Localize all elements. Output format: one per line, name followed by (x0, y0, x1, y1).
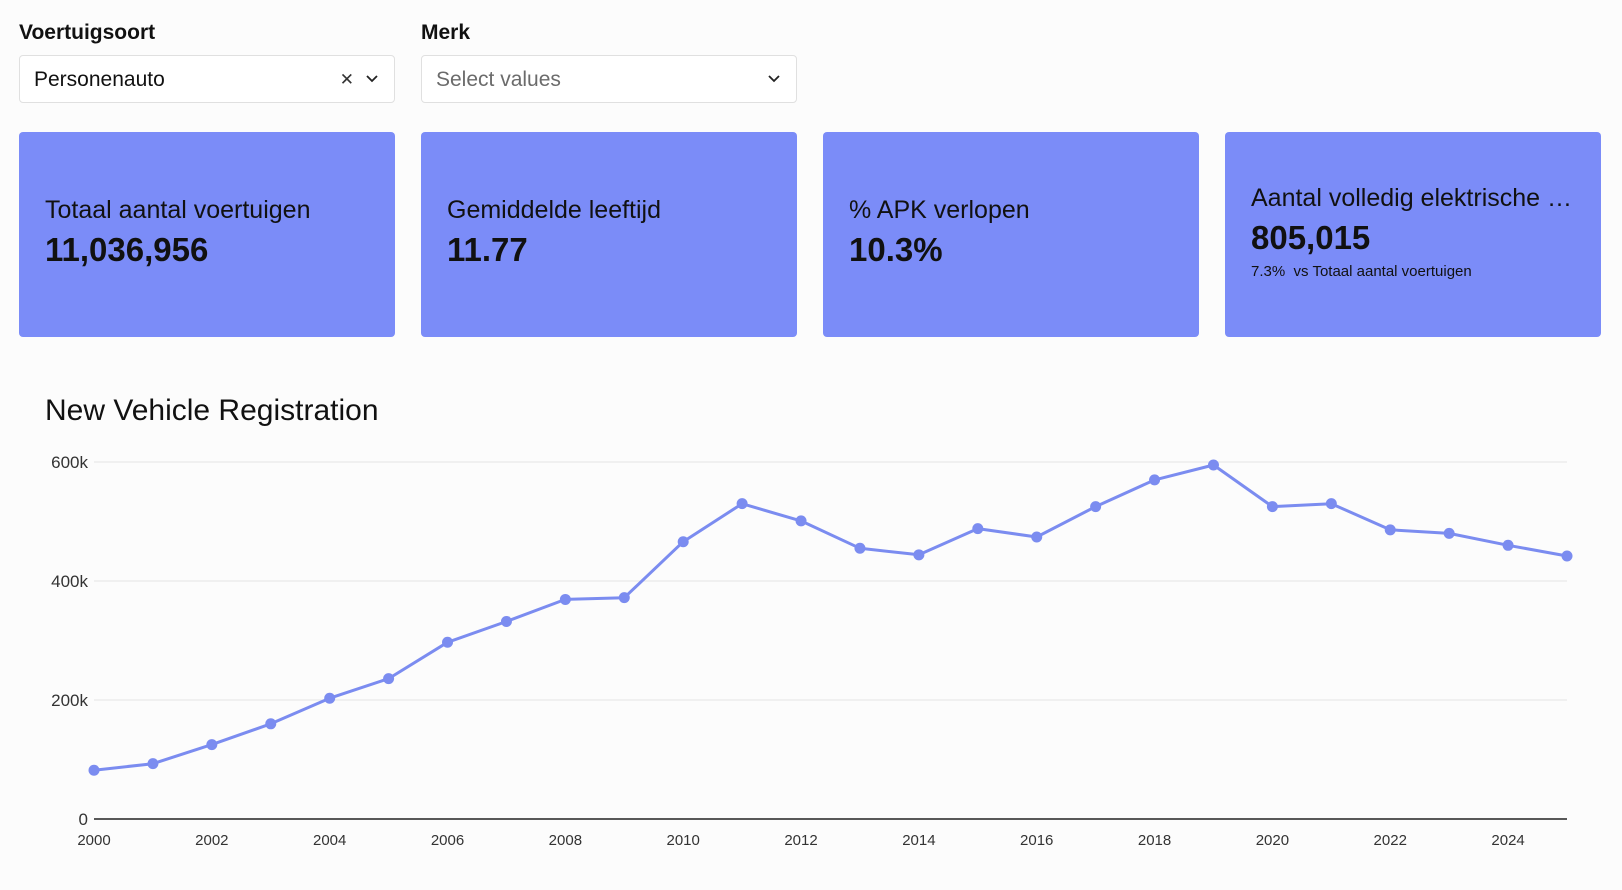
data-point (972, 523, 984, 535)
x-tick-label: 2024 (1491, 832, 1524, 849)
data-point (1384, 524, 1396, 536)
vehicle-type-select[interactable]: Personenauto ✕ (19, 55, 395, 103)
data-point (795, 515, 807, 527)
data-point (618, 592, 630, 604)
kpi-title: Totaal aantal voertuigen (45, 196, 311, 224)
kpi-title: Aantal volledig elektrische v… (1251, 184, 1585, 212)
kpi-comparison: 7.3% vs Totaal aantal voertuigen (1251, 263, 1601, 280)
data-point (265, 718, 277, 730)
x-tick-label: 2016 (1020, 832, 1053, 849)
kpi-title: Gemiddelde leeftijd (447, 196, 662, 224)
series-line (93, 463, 1568, 772)
data-point (206, 739, 218, 751)
data-point (1266, 501, 1278, 513)
vehicle-type-selected-value: Personenauto (34, 68, 165, 91)
registration-line-chart: 0 200k 400k 600k 2000 2002 2004 2006 2008 2010 201… (51, 453, 1573, 849)
data-point (383, 673, 395, 685)
data-point (736, 498, 748, 510)
data-point (324, 692, 336, 704)
data-point (147, 758, 159, 770)
data-point (1443, 527, 1455, 539)
data-point (500, 615, 512, 627)
brand-placeholder: Select values (436, 68, 561, 91)
data-point (1502, 539, 1514, 551)
data-point (913, 549, 925, 561)
data-point (1207, 459, 1219, 471)
chevron-down-icon[interactable] (366, 74, 378, 84)
data-point (1031, 531, 1043, 543)
data-point (1149, 474, 1161, 486)
data-point (677, 536, 689, 548)
brand-filter: Merk Select values (421, 18, 797, 103)
data-point (1325, 498, 1337, 510)
brand-select[interactable]: Select values (421, 55, 797, 103)
x-tick-label: 2018 (1138, 832, 1171, 849)
brand-label: Merk (421, 21, 471, 44)
x-tick-label: 2000 (77, 832, 110, 849)
vehicle-type-filter: Voertuigsoort Personenauto ✕ (19, 18, 395, 103)
x-tick-label: 2020 (1256, 832, 1289, 849)
y-tick-label: 200k (51, 691, 88, 710)
x-tick-label: 2002 (195, 832, 228, 849)
chevron-down-icon[interactable] (768, 74, 780, 84)
chart-title: New Vehicle Registration (45, 394, 379, 427)
data-point (442, 636, 454, 648)
x-tick-label: 2014 (902, 832, 935, 849)
x-tick-label: 2010 (667, 832, 700, 849)
kpi-comparison-text: vs Totaal aantal voertuigen (1293, 263, 1472, 280)
clear-icon[interactable]: ✕ (339, 70, 354, 89)
x-tick-label: 2012 (784, 832, 817, 849)
y-tick-label: 600k (51, 453, 88, 472)
data-point (559, 593, 571, 605)
data-point (88, 764, 100, 776)
kpi-title: % APK verlopen (849, 196, 1030, 224)
x-tick-label: 2008 (549, 832, 582, 849)
data-point (1090, 501, 1102, 513)
x-tick-label: 2022 (1374, 832, 1407, 849)
kpi-comparison-percent: 7.3% (1251, 263, 1286, 280)
kpi-electric-vehicles: Aantal volledig elektrische v… 805,015 7… (1225, 132, 1601, 337)
data-point (854, 542, 866, 554)
y-tick-label: 0 (79, 810, 88, 829)
kpi-value: 11,036,956 (45, 231, 209, 268)
kpi-total-vehicles: Totaal aantal voertuigen 11,036,956 (19, 132, 395, 337)
vehicle-type-label: Voertuigsoort (19, 21, 156, 44)
kpi-value: 10.3% (849, 231, 943, 268)
x-tick-label: 2004 (313, 832, 346, 849)
y-tick-label: 400k (51, 572, 88, 591)
x-tick-label: 2006 (431, 832, 464, 849)
kpi-average-age: Gemiddelde leeftijd 11.77 (421, 132, 797, 337)
kpi-apk-expired: % APK verlopen 10.3% (823, 132, 1199, 337)
data-point (1561, 550, 1573, 562)
kpi-value: 805,015 (1251, 219, 1371, 256)
kpi-value: 11.77 (447, 231, 528, 268)
